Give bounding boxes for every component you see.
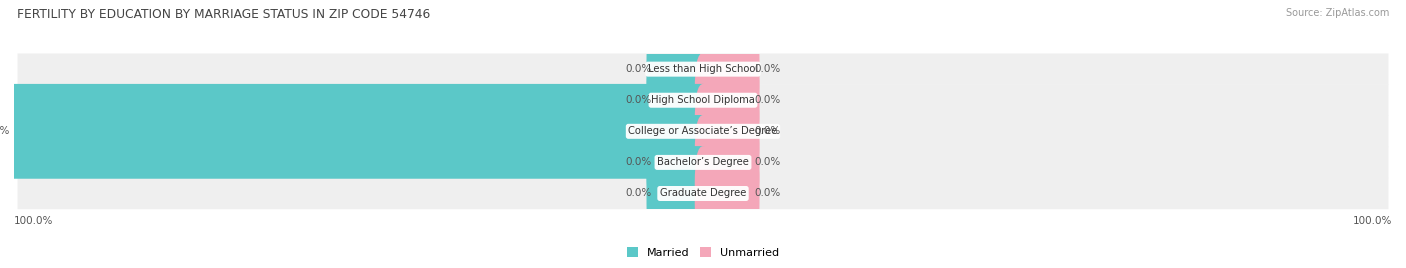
FancyBboxPatch shape xyxy=(695,115,759,210)
Text: Source: ZipAtlas.com: Source: ZipAtlas.com xyxy=(1285,8,1389,18)
FancyBboxPatch shape xyxy=(17,178,1389,209)
Text: High School Diploma: High School Diploma xyxy=(651,95,755,105)
FancyBboxPatch shape xyxy=(695,84,759,179)
Text: Bachelor’s Degree: Bachelor’s Degree xyxy=(657,157,749,168)
Text: 0.0%: 0.0% xyxy=(626,188,651,199)
Text: 0.0%: 0.0% xyxy=(626,95,651,105)
Text: 100.0%: 100.0% xyxy=(0,126,11,136)
Text: Less than High School: Less than High School xyxy=(648,64,758,74)
Text: Graduate Degree: Graduate Degree xyxy=(659,188,747,199)
FancyBboxPatch shape xyxy=(647,146,711,241)
Text: 0.0%: 0.0% xyxy=(755,126,780,136)
Text: FERTILITY BY EDUCATION BY MARRIAGE STATUS IN ZIP CODE 54746: FERTILITY BY EDUCATION BY MARRIAGE STATU… xyxy=(17,8,430,21)
FancyBboxPatch shape xyxy=(17,84,1389,116)
FancyBboxPatch shape xyxy=(695,53,759,148)
FancyBboxPatch shape xyxy=(6,84,711,179)
FancyBboxPatch shape xyxy=(647,22,711,117)
Text: 0.0%: 0.0% xyxy=(626,157,651,168)
Legend: Married, Unmarried: Married, Unmarried xyxy=(621,243,785,263)
Text: College or Associate’s Degree: College or Associate’s Degree xyxy=(628,126,778,136)
FancyBboxPatch shape xyxy=(17,147,1389,178)
Text: 0.0%: 0.0% xyxy=(755,64,780,74)
FancyBboxPatch shape xyxy=(17,116,1389,147)
Text: 0.0%: 0.0% xyxy=(755,95,780,105)
Text: 100.0%: 100.0% xyxy=(14,216,53,226)
FancyBboxPatch shape xyxy=(647,53,711,148)
FancyBboxPatch shape xyxy=(695,146,759,241)
FancyBboxPatch shape xyxy=(647,115,711,210)
Text: 100.0%: 100.0% xyxy=(1353,216,1392,226)
FancyBboxPatch shape xyxy=(695,22,759,117)
FancyBboxPatch shape xyxy=(17,53,1389,85)
Text: 0.0%: 0.0% xyxy=(755,157,780,168)
Text: 0.0%: 0.0% xyxy=(626,64,651,74)
Text: 0.0%: 0.0% xyxy=(755,188,780,199)
